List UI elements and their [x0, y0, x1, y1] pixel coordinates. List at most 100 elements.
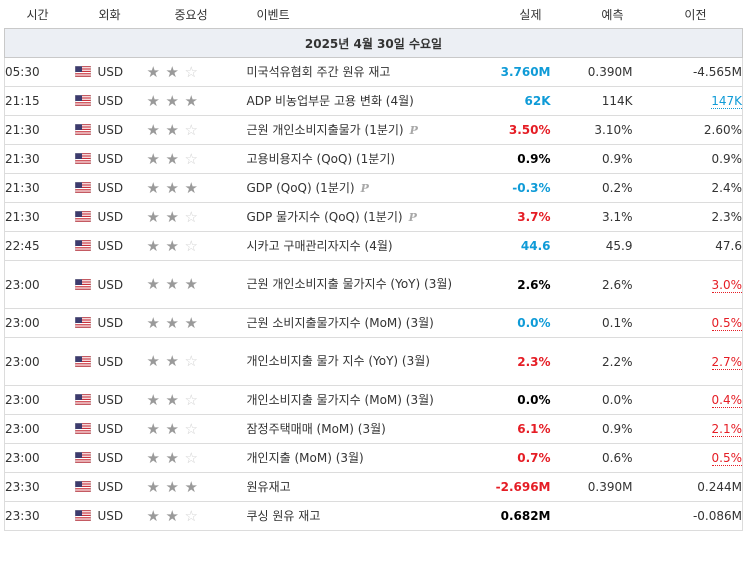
currency-code: USD [97, 94, 124, 108]
importance-stars: ★ ★ ★ [147, 93, 204, 109]
event-name[interactable]: ADP 비농업부문 고용 변화 (4월) [246, 86, 461, 116]
event-row[interactable]: 21:30 USD ★ ★ ☆ 근원 개인소비지출물가 (1분기) P 3.50% 3.10% 2… [4, 115, 743, 145]
event-currency: USD [74, 173, 147, 203]
previous-value[interactable]: 0.5% [711, 451, 742, 466]
currency-code: USD [97, 393, 124, 407]
event-actual: 2.6% [460, 260, 551, 309]
event-name[interactable]: 쿠싱 원유 재고 [246, 501, 461, 531]
preliminary-icon: P [360, 181, 369, 195]
event-actual: 6.1% [460, 414, 551, 444]
event-row[interactable]: 23:30 USD ★ ★ ★ 원유재고 -2.696M 0.390M 0.244M [4, 472, 743, 502]
event-time: 05:30 [4, 57, 75, 87]
previous-value[interactable]: 147K [711, 94, 742, 109]
importance-stars: ★ ★ ☆ [146, 207, 204, 226]
event-link[interactable]: 미국석유협회 주간 원유 재고 [246, 64, 391, 79]
event-row[interactable]: 23:00 USD ★ ★ ☆ 개인소비지출 물가 지수 (YoY) (3월) 2.3% 2.… [4, 337, 743, 386]
event-currency: USD [74, 231, 147, 261]
event-row[interactable]: 05:30 USD ★ ★ ☆ 미국석유협회 주간 원유 재고 3.760M 0.390M -4… [4, 57, 743, 87]
event-row[interactable]: 23:00 USD ★ ★ ★ 근원 개인소비지출 물가지수 (YoY) (3월) 2.6%… [4, 260, 743, 309]
event-link[interactable]: GDP 물가지수 (QoQ) (1분기) [246, 209, 403, 224]
star-filled-icon: ★ [165, 62, 179, 81]
event-row[interactable]: 23:00 USD ★ ★ ☆ 개인소비지출 물가지수 (MoM) (3월) 0.0% 0.0… [4, 385, 743, 415]
event-currency: USD [74, 202, 147, 232]
event-row[interactable]: 23:00 USD ★ ★ ★ 근원 소비지출물가지수 (MoM) (3월) 0.0% 0.1… [4, 308, 743, 338]
previous-value[interactable]: 2.7% [711, 354, 742, 370]
event-time: 23:30 [4, 501, 75, 531]
event-link[interactable]: 근원 개인소비지출물가 (1분기) [246, 122, 404, 137]
star-empty-icon: ☆ [184, 448, 198, 467]
previous-value: 2.4% [711, 181, 743, 195]
event-name[interactable]: GDP (QoQ) (1분기) P [246, 173, 461, 203]
event-row[interactable]: 21:30 USD ★ ★ ★ GDP (QoQ) (1분기) P -0.3% 0.2% 2.4% [4, 173, 743, 203]
event-row[interactable]: 21:30 USD ★ ★ ☆ 고용비용지수 (QoQ) (1분기) 0.9% 0.9% 0.9… [4, 144, 743, 174]
event-importance: ★ ★ ☆ [146, 115, 247, 145]
event-forecast: 0.390M [550, 57, 633, 87]
event-link[interactable]: 시카고 구매관리자지수 (4월) [246, 238, 393, 253]
event-link[interactable]: 잠정주택매매 (MoM) (3월) [246, 421, 386, 436]
event-name[interactable]: 원유재고 [246, 472, 461, 502]
event-link[interactable]: 쿠싱 원유 재고 [246, 508, 321, 523]
previous-value[interactable]: 0.4% [711, 393, 742, 408]
event-forecast: 0.0% [550, 385, 633, 415]
event-link[interactable]: 고용비용지수 (QoQ) (1분기) [246, 151, 396, 166]
event-currency: USD [74, 57, 147, 87]
event-row[interactable]: 23:00 USD ★ ★ ☆ 개인지출 (MoM) (3월) 0.7% 0.6% 0.5% [4, 443, 743, 473]
previous-value[interactable]: 0.5% [711, 316, 742, 331]
event-actual: -2.696M [460, 472, 551, 502]
event-link[interactable]: 근원 소비지출물가지수 (MoM) (3월) [246, 315, 434, 330]
event-row[interactable]: 22:45 USD ★ ★ ☆ 시카고 구매관리자지수 (4월) 44.6 45.9 47.6 [4, 231, 743, 261]
star-filled-icon: ★ [184, 313, 198, 332]
event-link[interactable]: 개인소비지출 물가지수 (MoM) (3월) [246, 392, 434, 407]
event-importance: ★ ★ ★ [146, 308, 247, 338]
star-empty-icon: ☆ [184, 352, 198, 370]
star-filled-icon: ★ [146, 207, 160, 226]
event-forecast: 0.1% [550, 308, 633, 338]
event-row[interactable]: 21:30 USD ★ ★ ☆ GDP 물가지수 (QoQ) (1분기) P 3.7% 3.1%… [4, 202, 743, 232]
event-importance: ★ ★ ☆ [146, 231, 247, 261]
us-flag-icon [74, 355, 91, 367]
event-importance: ★ ★ ★ [146, 86, 247, 116]
event-name[interactable]: 근원 개인소비지출물가 (1분기) P [246, 115, 461, 145]
star-empty-icon: ☆ [184, 236, 198, 255]
event-name[interactable]: 개인지출 (MoM) (3월) [246, 443, 461, 473]
event-name[interactable]: 고용비용지수 (QoQ) (1분기) [246, 144, 461, 174]
event-name[interactable]: 개인소비지출 물가지수 (MoM) (3월) [246, 385, 461, 415]
star-filled-icon: ★ [165, 506, 179, 525]
previous-value: 47.6 [715, 239, 742, 253]
us-flag-icon [74, 65, 91, 78]
us-flag-icon [74, 316, 91, 329]
event-name[interactable]: 미국석유협회 주간 원유 재고 [246, 57, 461, 87]
event-link[interactable]: 개인소비지출 물가 지수 (YoY) (3월) [246, 354, 430, 368]
event-time: 23:00 [4, 414, 75, 444]
event-row[interactable]: 23:30 USD ★ ★ ☆ 쿠싱 원유 재고 0.682M -0.086M [4, 501, 743, 531]
previous-value: 0.9% [711, 152, 743, 166]
currency-code: USD [97, 181, 124, 195]
event-row[interactable]: 21:15 USD ★ ★ ★ ADP 비농업부문 고용 변화 (4월) 62K 114K 14… [4, 86, 743, 116]
importance-stars: ★ ★ ☆ [147, 122, 204, 138]
event-link[interactable]: 근원 개인소비지출 물가지수 (YoY) (3월) [246, 277, 453, 291]
event-name[interactable]: GDP 물가지수 (QoQ) (1분기) P [246, 202, 461, 232]
event-actual: 3.50% [460, 115, 551, 145]
event-name[interactable]: 개인소비지출 물가 지수 (YoY) (3월) [246, 337, 461, 386]
event-name[interactable]: 근원 소비지출물가지수 (MoM) (3월) [246, 308, 461, 338]
event-link[interactable]: ADP 비농업부문 고용 변화 (4월) [246, 93, 414, 108]
event-link[interactable]: GDP (QoQ) (1분기) [246, 180, 355, 195]
previous-value[interactable]: 3.0% [711, 277, 742, 293]
currency-code: USD [97, 451, 124, 465]
event-forecast: 3.10% [550, 115, 633, 145]
us-flag-icon [74, 123, 91, 136]
previous-value[interactable]: 2.1% [711, 422, 742, 437]
event-forecast: 45.9 [550, 231, 633, 261]
previous-value: -4.565M [692, 65, 742, 79]
event-name[interactable]: 근원 개인소비지출 물가지수 (YoY) (3월) [246, 260, 461, 309]
event-importance: ★ ★ ☆ [146, 443, 247, 473]
event-link[interactable]: 개인지출 (MoM) (3월) [246, 450, 364, 465]
event-row[interactable]: 23:00 USD ★ ★ ☆ 잠정주택매매 (MoM) (3월) 6.1% 0.9% 2.1% [4, 414, 743, 444]
currency-code: USD [97, 65, 124, 79]
event-time: 23:00 [4, 337, 75, 386]
event-name[interactable]: 잠정주택매매 (MoM) (3월) [246, 414, 461, 444]
event-time: 23:30 [4, 472, 75, 502]
event-link[interactable]: 원유재고 [246, 479, 291, 494]
star-filled-icon: ★ [146, 275, 160, 293]
event-name[interactable]: 시카고 구매관리자지수 (4월) [246, 231, 461, 261]
